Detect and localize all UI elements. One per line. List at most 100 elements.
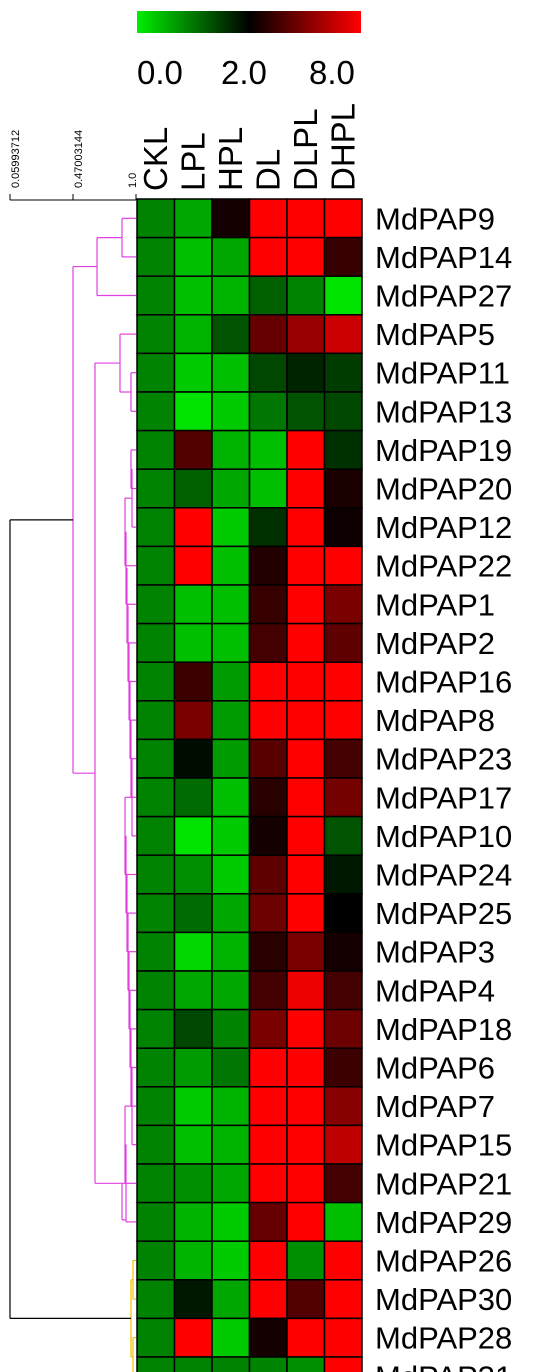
heatmap-cell — [136, 1356, 176, 1372]
heatmap-cell — [173, 1124, 213, 1165]
heatmap-cell — [248, 893, 288, 934]
heatmap-cell — [286, 468, 326, 509]
heatmap-cell — [323, 1163, 363, 1204]
heatmap-cell — [286, 1240, 326, 1281]
heatmap-cell — [173, 1279, 213, 1320]
heatmap-cell — [173, 468, 213, 509]
heatmap-cell — [248, 1124, 288, 1165]
heatmap-cell — [286, 1163, 326, 1204]
heatmap-cell — [248, 700, 288, 741]
heatmap-cell — [136, 584, 176, 625]
heatmap-cell — [248, 1356, 288, 1372]
heatmap-cell — [286, 1124, 326, 1165]
heatmap-cell — [323, 970, 363, 1011]
heatmap-cell — [323, 1356, 363, 1372]
heatmap-cell — [248, 738, 288, 779]
heatmap-cell — [136, 198, 176, 239]
heatmap-cell — [323, 352, 363, 393]
heatmap-cell — [248, 352, 288, 393]
legend-color-bar — [137, 11, 361, 33]
heatmap-cell — [173, 1086, 213, 1127]
heatmap-cell — [211, 1240, 251, 1281]
heatmap-cell — [211, 1047, 251, 1088]
column-label: DL — [249, 149, 286, 191]
heatmap-cell — [173, 198, 213, 239]
heatmap-cell — [323, 1201, 363, 1242]
row-label: MdPAP27 — [375, 279, 512, 314]
heatmap-cell — [286, 1201, 326, 1242]
heatmap-cell — [248, 661, 288, 702]
heatmap-cell — [136, 815, 176, 856]
heatmap-cell — [248, 1240, 288, 1281]
heatmap-cell — [323, 1047, 363, 1088]
row-label: MdPAP6 — [375, 1051, 495, 1086]
row-label: MdPAP3 — [375, 935, 495, 970]
row-label: MdPAP12 — [375, 510, 512, 545]
heatmap-cell — [211, 738, 251, 779]
heatmap-cell — [323, 1317, 363, 1358]
heatmap-cell — [286, 1356, 326, 1372]
row-label: MdPAP26 — [375, 1244, 512, 1279]
heatmap-cell — [173, 1008, 213, 1049]
heatmap-cell — [323, 931, 363, 972]
heatmap-cell — [323, 584, 363, 625]
heatmap-cell — [248, 198, 288, 239]
heatmap-cell — [173, 1317, 213, 1358]
heatmap-cell — [211, 429, 251, 470]
heatmap-cell — [248, 622, 288, 663]
heatmap-cell — [136, 1163, 176, 1204]
heatmap-cell — [136, 236, 176, 277]
heatmap-cell — [323, 622, 363, 663]
column-label: HPL — [212, 127, 249, 191]
heatmap-cell — [248, 545, 288, 586]
heatmap-cell — [286, 429, 326, 470]
heatmap-cell — [136, 391, 176, 432]
heatmap-cell — [323, 893, 363, 934]
heatmap-cell — [136, 893, 176, 934]
heatmap-cell — [286, 507, 326, 548]
legend-tick-mid: 2.0 — [221, 54, 267, 91]
heatmap-cell — [286, 622, 326, 663]
heatmap-cell — [211, 198, 251, 239]
heatmap-cell — [211, 236, 251, 277]
heatmap-cell — [323, 236, 363, 277]
heatmap-cell — [173, 777, 213, 818]
heatmap-cell — [136, 1201, 176, 1242]
heatmap-cell — [173, 275, 213, 316]
column-label: DLPL — [287, 108, 324, 191]
heatmap-cell — [136, 970, 176, 1011]
heatmap-cell — [136, 507, 176, 548]
heatmap-cell — [286, 1279, 326, 1320]
heatmap-cell — [323, 661, 363, 702]
heatmap-cell — [136, 622, 176, 663]
legend-tick-max: 8.0 — [309, 54, 355, 91]
heatmap-cell — [248, 970, 288, 1011]
row-label: MdPAP21 — [375, 1166, 512, 1201]
heatmap-cell — [211, 661, 251, 702]
column-label: CKL — [137, 127, 174, 191]
heatmap-cell — [211, 391, 251, 432]
heatmap-cell — [136, 738, 176, 779]
heatmap-cell — [323, 275, 363, 316]
heatmap-cell — [248, 854, 288, 895]
heatmap-cell — [323, 777, 363, 818]
heatmap-cell — [248, 429, 288, 470]
heatmap-cell — [211, 1086, 251, 1127]
heatmap-cell — [211, 584, 251, 625]
scale-label-mid: 0.47003144 — [73, 130, 85, 188]
heatmap-cell — [173, 970, 213, 1011]
heatmap-cell — [323, 198, 363, 239]
heatmap-cell — [211, 314, 251, 355]
heatmap-cell — [248, 1047, 288, 1088]
heatmap-cell — [248, 507, 288, 548]
heatmap-cell — [211, 352, 251, 393]
heatmap-cell — [173, 700, 213, 741]
heatmap-cell — [211, 468, 251, 509]
heatmap-cell — [286, 391, 326, 432]
heatmap-cell — [323, 1240, 363, 1281]
heatmap-cell — [211, 700, 251, 741]
heatmap-cell — [136, 468, 176, 509]
heatmap-cell — [286, 275, 326, 316]
heatmap-cell — [323, 545, 363, 586]
